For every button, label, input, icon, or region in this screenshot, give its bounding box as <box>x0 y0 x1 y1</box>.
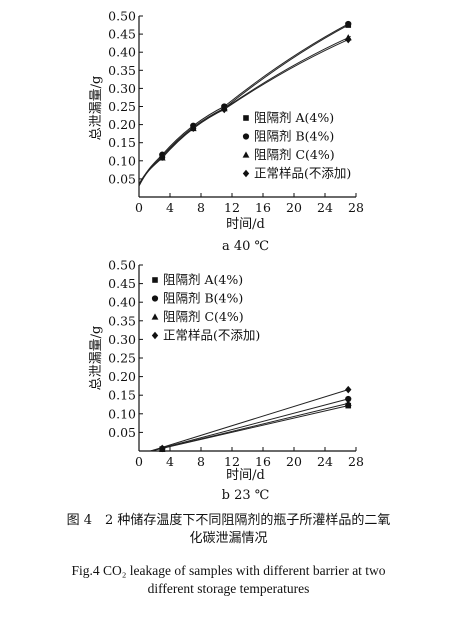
legend-label: 正常样品(不添加) <box>254 166 351 181</box>
legend-label: 正常样品(不添加) <box>163 328 260 343</box>
x-tick-label: 12 <box>224 200 240 215</box>
legend-marker-diamond <box>151 331 159 340</box>
data-point-diamond <box>345 385 352 394</box>
data-point-diamond <box>159 444 166 453</box>
caption-cn-line-1: 图 4 2 种储存温度下不同阻隔剂的瓶子所灌样品的二氧 <box>66 513 391 528</box>
legend-marker-circle <box>151 295 159 302</box>
legend-marker-square <box>243 115 249 121</box>
legend-marker-triangle <box>242 151 250 158</box>
x-tick-label: 20 <box>286 200 302 215</box>
x-tick-label: 28 <box>348 454 364 469</box>
legend-marker-diamond <box>242 169 250 178</box>
x-tick-label: 24 <box>317 454 333 469</box>
y-tick-label: 0.10 <box>108 406 136 421</box>
chart-panel-a: 0.05 0.10 0.15 0.20 0.25 0.30 0.35 0.40 0.45 0.50… <box>88 9 364 255</box>
x-tick-label: 16 <box>255 454 271 469</box>
chart-subtitle: a 40 ℃ <box>222 239 269 254</box>
series-line-2 <box>150 398 349 452</box>
legend-label: 阻隔剂 B(4%) <box>254 129 334 144</box>
caption-cn-line-2: 化碳泄漏情况 <box>189 531 268 546</box>
legend-label: 阻隔剂 A(4%) <box>163 272 243 287</box>
y-tick-label: 0.10 <box>108 153 136 168</box>
x-tick-label: 4 <box>166 454 174 469</box>
data-point-triangle <box>344 399 352 406</box>
y-tick-label: 0.45 <box>108 276 136 291</box>
caption-en-line-1: Fig.4 CO₂ leakage of samples with differ… <box>71 563 386 578</box>
data-point-diamond <box>221 105 228 114</box>
y-tick-label: 0.05 <box>108 171 136 186</box>
y-tick-label: 0.25 <box>108 351 136 366</box>
legend-label: 阻隔剂 A(4%) <box>254 110 334 125</box>
data-point-diamond <box>190 124 197 133</box>
y-tick-label: 0.50 <box>108 9 136 24</box>
y-tick-label: 0.30 <box>108 332 136 347</box>
x-tick-label: 8 <box>197 200 205 215</box>
legend-marker-square <box>152 277 158 283</box>
caption-en-line-2: different storage temperatures <box>147 581 310 596</box>
legend-label: 阻隔剂 C(4%) <box>163 309 244 324</box>
x-tick-label: 0 <box>135 454 143 469</box>
chart-legend: 阻隔剂 A(4%) 阻隔剂 B(4%) 阻隔剂 C(4%) 正常样品(不添加) <box>151 272 260 343</box>
x-tick-label: 8 <box>197 454 205 469</box>
data-point-circle <box>345 20 352 28</box>
legend-marker-circle <box>242 133 250 140</box>
legend-label: 阻隔剂 B(4%) <box>163 291 243 306</box>
y-tick-label: 0.20 <box>108 117 136 132</box>
x-axis-label: 时间/d <box>226 217 265 232</box>
y-tick-label: 0.40 <box>108 45 136 60</box>
y-tick-label: 0.30 <box>108 81 136 96</box>
chart-panel-b: 0.05 0.10 0.15 0.20 0.25 0.30 0.35 0.40 0.45 0.50… <box>88 258 364 504</box>
figure-caption-english: Fig.4 CO₂ leakage of samples with differ… <box>0 562 457 598</box>
y-tick-label: 0.25 <box>108 99 136 114</box>
series-line-4 <box>138 37 351 185</box>
chart-legend: 阻隔剂 A(4%) 阻隔剂 B(4%) 阻隔剂 C(4%) 正常样品(不添加) <box>242 110 351 181</box>
y-tick-label: 0.20 <box>108 369 136 384</box>
y-tick-label: 0.05 <box>108 425 136 440</box>
series-line-4 <box>150 389 349 452</box>
figure-caption-chinese: 图 4 2 种储存温度下不同阻隔剂的瓶子所灌样品的二氧 化碳泄漏情况 <box>0 512 457 548</box>
y-tick-label: 0.15 <box>108 388 136 403</box>
x-tick-label: 12 <box>224 454 240 469</box>
y-tick-label: 0.35 <box>108 313 136 328</box>
y-axis-label: 总泄漏量/g <box>88 76 104 141</box>
series-line-2 <box>138 22 351 186</box>
data-point-diamond <box>159 153 166 161</box>
x-tick-label: 28 <box>348 200 364 215</box>
x-tick-label: 24 <box>317 200 333 215</box>
x-axis-label: 时间/d <box>226 468 265 483</box>
y-tick-label: 0.50 <box>108 258 136 273</box>
y-tick-label: 0.45 <box>108 27 136 42</box>
x-tick-label: 16 <box>255 200 271 215</box>
data-point-circle <box>345 395 352 403</box>
y-tick-label: 0.35 <box>108 63 136 78</box>
y-axis-label: 总泄漏量/g <box>88 326 104 391</box>
x-tick-label: 4 <box>166 200 174 215</box>
data-point-diamond <box>345 35 352 44</box>
x-tick-label: 0 <box>135 200 143 215</box>
y-tick-label: 0.40 <box>108 295 136 310</box>
series-line-1 <box>138 23 351 187</box>
legend-label: 阻隔剂 C(4%) <box>254 147 335 162</box>
series-line-3 <box>150 402 349 452</box>
chart-subtitle: b 23 ℃ <box>222 488 270 503</box>
y-tick-label: 0.15 <box>108 135 136 150</box>
x-tick-label: 20 <box>286 454 302 469</box>
legend-marker-triangle <box>151 313 159 320</box>
